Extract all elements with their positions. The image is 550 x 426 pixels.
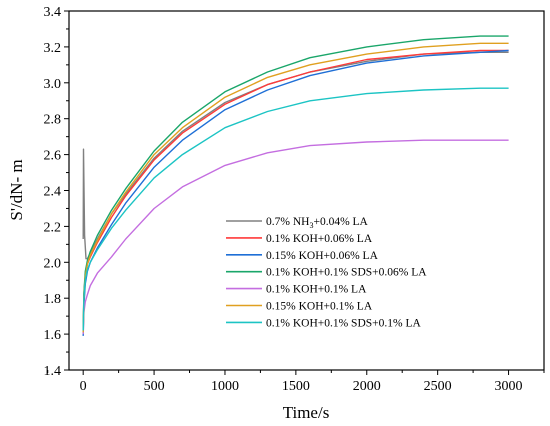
series-lines [82, 35, 509, 336]
legend: 0.7% NH3+0.04% LA 0.1% KOH+0.06% LA 0.15% … [226, 216, 427, 329]
legend-label-3: 0.15% KOH+0.06% LA [266, 250, 379, 262]
legend-label-5: 0.1% KOH+0.1% LA [266, 284, 367, 296]
x-tick-label: 2000 [353, 379, 381, 394]
x-tick-label: 500 [144, 379, 165, 394]
y-tick-label: 2.6 [44, 149, 62, 164]
series-line-5 [82, 139, 509, 335]
y-axis-ticks: 1.4 1.6 1.8 2.0 2.2 2.4 2.6 2.8 3.0 3.2 3.4 [44, 5, 69, 379]
series-line-1 [82, 51, 509, 260]
x-tick-label: 0 [80, 379, 87, 394]
y-tick-label: 2.4 [44, 185, 62, 200]
legend-label-7: 0.1% KOH+0.1% SDS+0.1% LA [266, 317, 421, 329]
series-line-6 [82, 42, 509, 333]
y-tick-label: 3.0 [44, 77, 62, 92]
y-tick-label: 1.4 [44, 364, 62, 379]
x-tick-label: 1500 [282, 379, 310, 394]
series-line-7 [82, 87, 509, 331]
legend-label-6: 0.15% KOH+0.1% LA [266, 301, 373, 313]
x-tick-label: 3000 [495, 379, 523, 394]
x-tick-label: 1000 [211, 379, 239, 394]
x-axis-ticks: 0 500 1000 1500 2000 2500 3000 [47, 370, 545, 394]
y-tick-label: 2.8 [44, 113, 62, 128]
plot-frame [68, 10, 545, 371]
x-axis-title: Time/s [283, 403, 330, 422]
y-axis-title: S'/dN- m [7, 159, 26, 220]
y-tick-label: 3.2 [44, 41, 62, 56]
y-tick-label: 1.8 [44, 292, 62, 307]
x-tick-label: 2500 [424, 379, 452, 394]
y-tick-label: 1.6 [44, 328, 62, 343]
legend-label-2: 0.1% KOH+0.06% LA [266, 233, 373, 245]
legend-label-1: 0.7% NH3+0.04% LA [266, 216, 369, 230]
y-tick-label: 3.4 [44, 5, 62, 20]
axes [68, 10, 545, 371]
y-tick-label: 2.2 [44, 220, 62, 235]
y-tick-label: 2.0 [44, 256, 62, 271]
legend-label-4: 0.1% KOH+0.1% SDS+0.06% LA [266, 267, 427, 279]
